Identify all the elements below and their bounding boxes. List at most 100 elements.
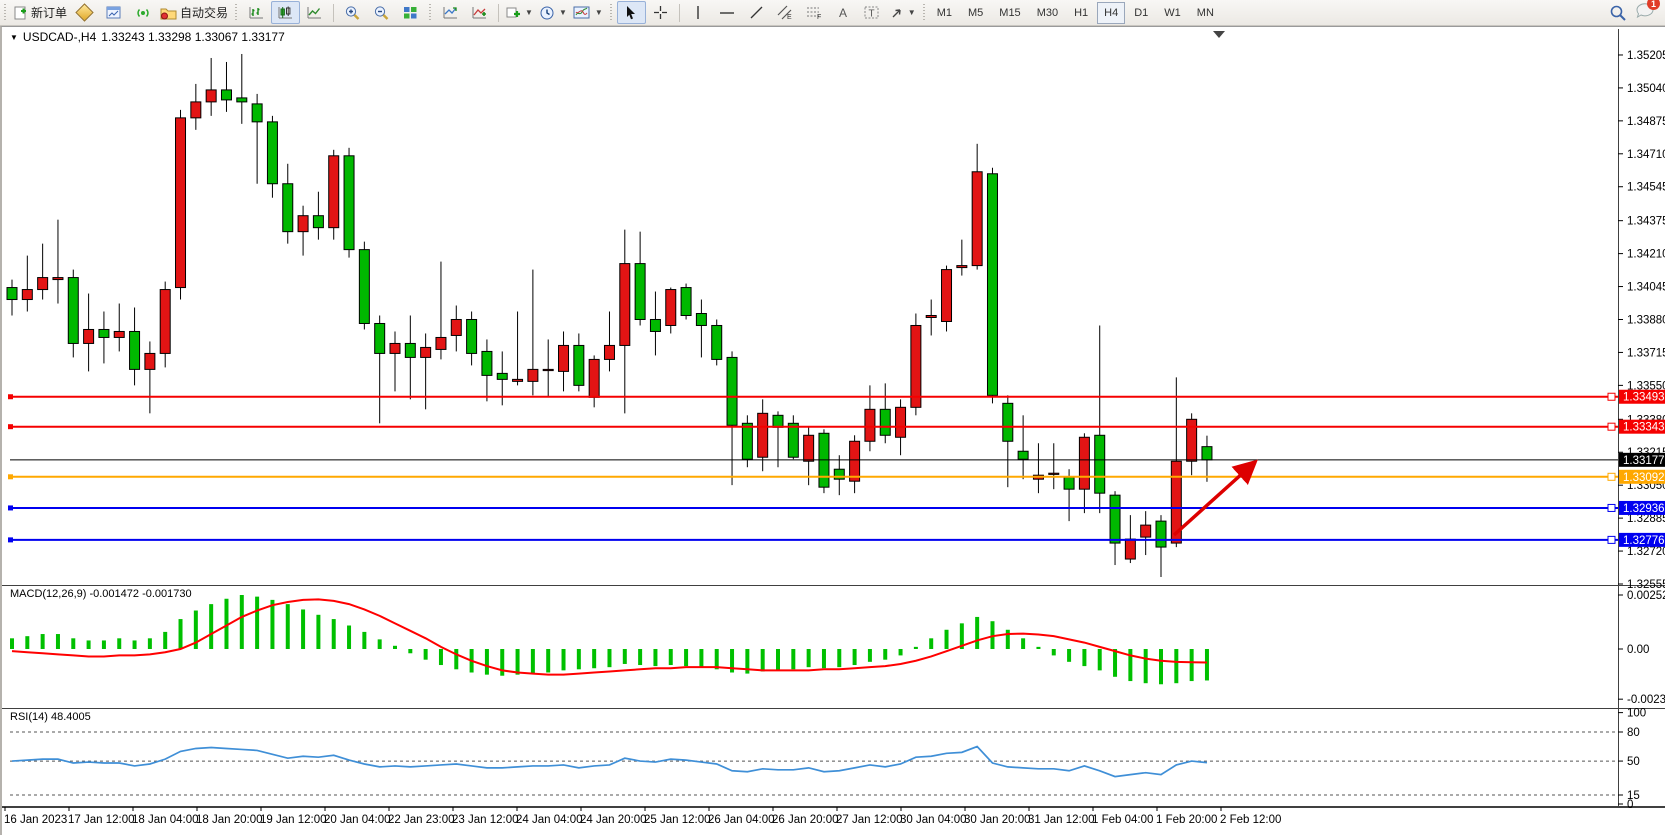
time-tick-label: 30 Jan 20:00 (964, 814, 1031, 826)
candle-body (711, 324, 723, 360)
candle-body (358, 249, 370, 324)
candle-body (603, 344, 615, 360)
svg-text:A: A (839, 6, 847, 20)
chart-shift-marker[interactable] (1213, 31, 1225, 38)
line-handle[interactable] (8, 394, 13, 400)
candle-body (266, 121, 278, 185)
line-chart-button[interactable] (300, 1, 329, 24)
chart-template-icon (573, 6, 590, 19)
crosshair-button[interactable] (646, 1, 675, 24)
trend-arrow[interactable] (1172, 459, 1258, 537)
trendline-icon (750, 6, 763, 19)
candle-body (512, 378, 524, 382)
price-tick-label: 1.34545 (1627, 182, 1665, 194)
line-handle[interactable] (1607, 503, 1616, 512)
dropdown-arrow-icon: ▼ (558, 8, 567, 17)
equidistant-channel-icon: E (777, 5, 792, 20)
toolbar-grip[interactable] (608, 3, 614, 22)
add-object-button[interactable]: ▼ (503, 1, 536, 24)
chat-button[interactable]: 1 (1635, 0, 1660, 23)
price-tick-label: 1.32555 (1627, 579, 1665, 591)
market-window-button[interactable] (99, 1, 128, 24)
trendline-button[interactable] (742, 1, 771, 24)
dropdown-arrow-icon: ▼ (594, 8, 603, 17)
line-handle[interactable] (8, 474, 13, 480)
chart-canvas[interactable]: 1.35205 1.35040 1.34875 1.34710 1.34545 1.343… (2, 27, 1665, 835)
candle-body (328, 155, 340, 229)
toolbar-grip[interactable] (234, 3, 240, 22)
chart-template-button[interactable]: ▼ (570, 1, 606, 24)
crosshair-icon (653, 6, 667, 19)
timeframe-m5[interactable]: M5 (968, 6, 984, 19)
line-handle[interactable] (1607, 472, 1616, 481)
rsi-label: RSI(14) 48.4005 (10, 711, 91, 723)
market-depth-button[interactable] (70, 1, 99, 24)
arrows-button[interactable]: ▼ (887, 1, 919, 24)
bar-chart-button[interactable] (242, 1, 271, 24)
candle-body (144, 352, 156, 370)
vertical-line-icon (697, 6, 699, 19)
zoom-out-button[interactable] (367, 1, 396, 24)
candle-body (1048, 472, 1060, 475)
equidistant-channel-button[interactable]: E (771, 1, 800, 24)
fibonacci-button[interactable]: F (800, 1, 829, 24)
candle-body (98, 328, 110, 338)
line-handle[interactable] (1607, 392, 1616, 401)
time-tick-label: 20 Jan 04:00 (324, 814, 391, 826)
autotrading-label: 自动交易 (180, 6, 229, 20)
tile-windows-button[interactable] (396, 1, 425, 24)
line-handle[interactable] (8, 537, 13, 543)
line-handle[interactable] (8, 505, 13, 511)
zoom-in-button[interactable] (338, 1, 367, 24)
candle-body (634, 263, 646, 320)
new-order-button[interactable]: 新订单 (11, 1, 70, 24)
line-handle[interactable] (1607, 422, 1616, 431)
line-chart-icon (307, 7, 322, 19)
period-clock-button[interactable]: ▼ (536, 1, 570, 24)
candle-body (941, 269, 953, 322)
collapse-triangle-icon[interactable]: ▼ (10, 32, 18, 42)
timeframe-m15[interactable]: M15 (999, 6, 1021, 19)
vertical-line-button[interactable] (684, 1, 713, 24)
price-badge-label: 1.33343 (1623, 422, 1665, 434)
timeframe-mn[interactable]: MN (1196, 6, 1214, 19)
toolbar-grip[interactable] (921, 3, 927, 22)
candle-body (496, 372, 508, 380)
candle-body (649, 318, 661, 332)
candle-body (251, 103, 263, 123)
line-handle[interactable] (8, 424, 13, 430)
time-tick-label: 23 Jan 12:00 (452, 814, 519, 826)
candle-body (1170, 460, 1182, 544)
candle-body (527, 368, 539, 382)
timeframe-w1[interactable]: W1 (1164, 6, 1181, 19)
candle-body (83, 328, 95, 344)
time-tick-label: 30 Jan 04:00 (900, 814, 967, 826)
timeframe-d1[interactable]: D1 (1134, 6, 1149, 19)
candlestick-chart-button[interactable] (271, 1, 301, 24)
indicator-add-button[interactable] (465, 1, 494, 24)
text-label-button[interactable]: T (858, 1, 887, 24)
price-tick-label: 1.35205 (1627, 50, 1665, 62)
candlestick-series (6, 53, 1213, 578)
candle-body (619, 263, 631, 346)
toolbar-grip[interactable] (3, 3, 8, 22)
autotrading-button[interactable]: 自动交易 (157, 1, 231, 24)
toolbar-grip[interactable] (428, 3, 434, 22)
timeframe-m1[interactable]: M1 (936, 6, 952, 19)
chat-badge: 1 (1647, 0, 1660, 10)
search-icon[interactable] (1609, 4, 1627, 22)
price-tick-label: 1.33880 (1627, 314, 1665, 326)
cursor-button[interactable] (616, 1, 646, 24)
svg-text:T: T (869, 9, 875, 20)
timeframe-m30[interactable]: M30 (1036, 6, 1059, 19)
text-button[interactable]: A (829, 1, 858, 24)
timeframe-h1[interactable]: H1 (1074, 6, 1089, 19)
line-handle[interactable] (1607, 535, 1616, 544)
candle-body (573, 344, 585, 386)
rsi-axis-label: 0 (1627, 799, 1633, 811)
horizontal-line-button[interactable] (713, 1, 742, 24)
candle-body (833, 468, 845, 480)
indicator-window-button[interactable] (436, 1, 465, 24)
timeframe-h4[interactable]: H4 (1097, 1, 1126, 24)
signals-button[interactable] (128, 1, 157, 24)
